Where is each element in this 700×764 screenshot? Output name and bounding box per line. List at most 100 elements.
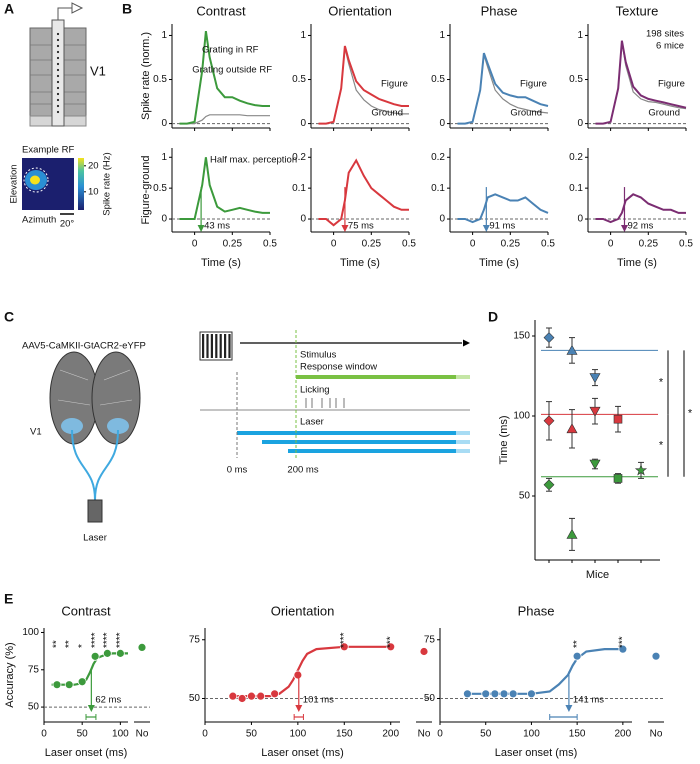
amplifier [71,2,84,14]
mean-point [508,689,518,699]
y-tick-label: 1 [300,30,306,41]
brain-area-border [57,399,91,406]
arrowhead [482,225,490,232]
column-title: Contrast [196,3,246,18]
no-laser-point [651,651,661,661]
y-tick-label: 0.1 [292,183,306,194]
series-label: Ground [648,108,680,119]
significance-label: * [659,440,664,452]
significance-label: *** [385,636,396,648]
series-label: Ground [371,108,403,119]
rate-line [179,114,270,125]
x-tick-label: 0 [608,239,614,250]
significance-label: * [688,408,693,420]
y-tick-label: 0 [439,214,445,225]
mean-point [115,648,125,658]
no-laser-point [137,642,147,652]
probe-contact [56,44,60,48]
figure-ground-line [595,193,686,224]
x-tick-label: 0 [192,239,198,250]
x-tick-label: 0 [41,729,47,740]
y-tick-label: 0 [439,118,445,129]
significance-label: ** [64,640,75,648]
mean-point [481,689,491,699]
colorbar-tick-label: 10 [88,186,99,197]
laser-box [87,499,103,523]
brain-area-border [103,369,131,381]
x-tick-label: 200 [382,729,399,740]
laser-bar-end [456,431,470,435]
significance-label: **** [339,632,350,648]
probe-contact [56,56,60,60]
y-axis-label: Elevation [9,164,20,203]
rf-outline [23,167,49,193]
mean-point [228,691,238,701]
series-label: Grating outside RF [192,65,272,76]
colorbar-label: Spike rate (Hz) [102,152,113,215]
laser-bar-end [456,449,470,453]
y-tick-label: 0 [577,118,583,129]
region-label: V1 [30,427,42,438]
laser-label: Laser [83,533,107,544]
response-window [296,375,456,379]
y-tick-label: 1 [161,30,167,41]
mean-point [64,680,74,690]
y-tick-label: 1 [577,30,583,41]
mean-point [256,691,266,701]
colorbar-tick-label: 20 [88,160,99,171]
y-tick-label: 75 [424,634,436,645]
mean-point [102,648,112,658]
rf-title: Example RF [22,145,74,156]
fit-curve [232,645,391,698]
mean-point [339,642,349,652]
rate-line [595,40,687,125]
series-label: Figure [381,79,408,90]
arrowhead [197,225,205,232]
significance-label: ** [52,640,63,648]
mouse-marker [543,479,555,491]
x-tick-label: 50 [77,729,89,740]
probe-cable [57,7,72,22]
figure-ground-line [179,157,270,220]
series-label: Grating in RF [202,45,259,56]
probe-contact [56,32,60,36]
y-tick-label: 150 [513,331,530,342]
mean-point [572,651,582,661]
chart-title: Orientation [271,603,335,618]
significance-label: * [659,376,664,388]
mouse-marker [566,344,578,355]
figure-ground-line [457,193,549,224]
arrowhead [463,339,470,347]
y-tick-label: 100 [22,627,39,638]
x-tick-label: 0 [470,239,476,250]
x-axis-label: Laser onset (ms) [261,747,344,759]
y-axis-label: Spike rate (norm.) [140,32,152,120]
x-tick-label: 0.25 [362,239,382,250]
grating-stripe [215,334,218,358]
mean-point [52,680,62,690]
sample-note: 198 sites [646,29,684,40]
rf-core [30,175,40,185]
virus-label: AAV5-CaMKII-GtACR2-eYFP [22,341,146,352]
rate-line [318,45,409,125]
y-tick-label: 75 [28,664,40,675]
significance-label: ** [572,640,583,648]
sample-note: 6 mice [656,41,684,52]
no-laser-point [419,647,429,656]
probe-contact [56,74,60,78]
x-tick-label: 150 [336,729,353,740]
y-tick-label: 0.2 [292,152,306,163]
x-tick-label: 50 [246,729,258,740]
v1-spot [61,418,83,434]
arrowhead [620,225,628,232]
x-axis-label: Laser onset (ms) [45,747,128,759]
response-window-end [456,375,470,379]
column-title: Orientation [328,3,392,18]
timeline-label: Response window [300,362,377,373]
y-tick-label: 0 [300,118,306,129]
y-tick-label: 75 [189,634,201,645]
time-label: 0 ms [227,465,248,476]
time-label: 200 ms [287,465,318,476]
mean-point [90,651,100,661]
y-tick-label: 0.1 [431,183,445,194]
